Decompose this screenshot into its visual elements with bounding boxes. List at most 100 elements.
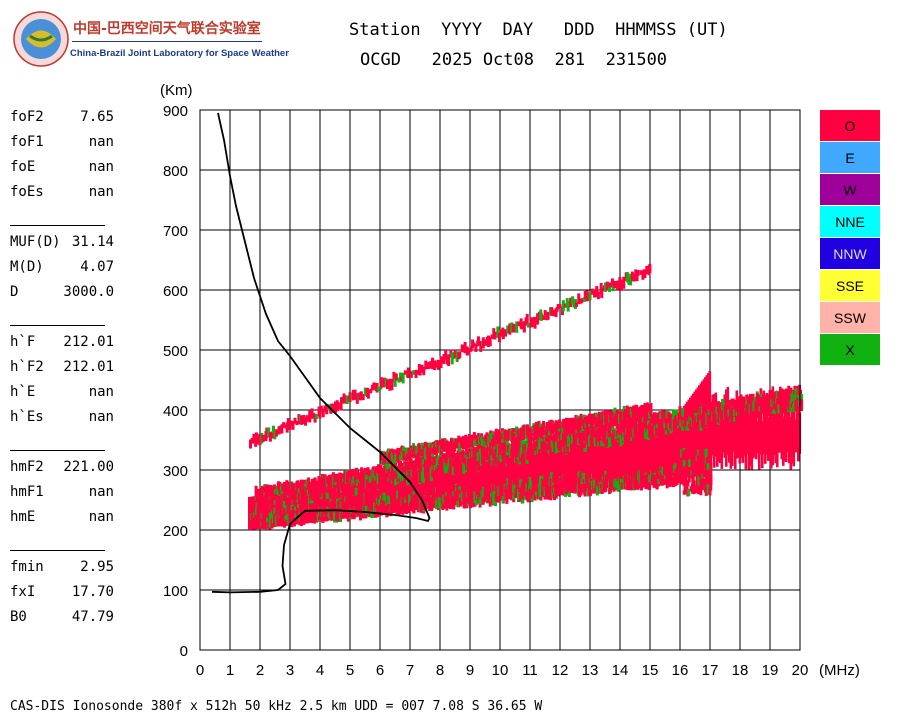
echo-point-o: [368, 499, 372, 506]
echo-point-o: [645, 474, 649, 481]
echo-point-o: [699, 457, 703, 470]
echo-point-o: [522, 321, 526, 333]
echo-point-o: [678, 411, 682, 479]
echo-point-o: [560, 473, 564, 485]
echo-point-o: [524, 452, 527, 497]
echo-point-o: [412, 465, 416, 478]
echo-point-o: [794, 419, 797, 453]
echo-point-o: [616, 283, 620, 290]
echo-point-o: [500, 493, 504, 499]
echo-point-x: [297, 487, 301, 497]
echo-point-o: [705, 467, 709, 475]
echo-point-o: [375, 476, 379, 515]
echo-point-x: [526, 437, 530, 445]
echo-point-o: [492, 450, 496, 460]
echo-point-o: [767, 417, 770, 461]
echo-point-o: [516, 454, 520, 498]
echo-point-o: [479, 460, 482, 503]
echo-point-o: [431, 357, 435, 370]
echo-point-o: [389, 496, 393, 503]
echo-point-o: [534, 441, 538, 447]
echo-point-o: [491, 458, 494, 501]
x-tick-label: 8: [436, 662, 444, 679]
echo-point-o: [580, 298, 584, 304]
echo-point-o: [410, 471, 413, 511]
echo-point-o: [517, 321, 521, 327]
echo-point-o: [353, 389, 357, 400]
echo-point-o: [303, 499, 307, 510]
echo-point-o: [788, 400, 791, 464]
echo-point-x: [394, 465, 398, 476]
echo-point-x: [284, 514, 288, 520]
echo-point-o: [474, 458, 478, 468]
param-label-hf2: h`F2: [10, 359, 44, 375]
echo-point-o: [379, 377, 383, 388]
echo-point-o: [436, 359, 440, 370]
param-label-hmf1: hmF1: [10, 484, 44, 500]
echo-point-x: [679, 421, 683, 427]
echo-point-o: [528, 489, 532, 497]
echo-point-o: [286, 491, 290, 496]
echo-point-x: [397, 471, 401, 479]
echo-point-o: [506, 444, 510, 452]
echo-point-x: [455, 351, 459, 363]
echo-point-o: [609, 439, 613, 487]
echo-point-o: [476, 489, 480, 496]
echo-point-o: [256, 434, 260, 445]
echo-point-o: [702, 469, 706, 475]
echo-point-o: [420, 505, 424, 510]
echo-point-x: [613, 477, 617, 488]
echo-point-o: [343, 472, 347, 478]
echo-point-o: [558, 447, 562, 493]
param-value-fof1: nan: [88, 134, 114, 150]
echo-point-x: [506, 478, 510, 489]
echo-point-o: [485, 443, 489, 455]
echo-point-o: [625, 428, 629, 439]
echo-point-o: [388, 468, 392, 475]
echo-point-o: [699, 449, 703, 462]
echo-point-o: [318, 479, 322, 490]
echo-point-o: [593, 441, 596, 489]
echo-point-o: [544, 449, 548, 458]
echo-point-o: [691, 470, 695, 478]
echo-point-o: [577, 440, 581, 452]
param-label-hme: hmE: [10, 509, 36, 525]
echo-point-x: [534, 450, 538, 455]
echo-point-o: [561, 446, 565, 493]
x-tick-label: 4: [316, 662, 324, 679]
echo-point-o: [481, 446, 485, 451]
echo-point-o: [735, 412, 739, 423]
echo-point-o: [545, 443, 549, 452]
echo-point-o: [709, 464, 713, 471]
echo-point-o: [563, 303, 567, 308]
echo-point-o: [611, 438, 614, 487]
echo-point-o: [621, 437, 625, 486]
echo-point-o: [603, 438, 607, 444]
echo-point-x: [496, 445, 500, 455]
echo-point-o: [770, 392, 773, 469]
echo-point-o: [255, 518, 259, 526]
echo-point-o: [433, 460, 437, 468]
echo-point-o: [479, 462, 483, 471]
echo-point-o: [786, 397, 790, 453]
echo-point-o: [590, 442, 593, 489]
echo-point-o: [263, 508, 267, 515]
echo-point-o: [584, 483, 588, 488]
y-tick-label: 900: [163, 103, 188, 120]
echo-point-o: [566, 446, 569, 492]
echo-point-o: [695, 476, 699, 483]
echo-point-o: [254, 432, 258, 444]
echo-point-o: [584, 469, 588, 482]
echo-point-o: [325, 486, 329, 493]
echo-point-o: [540, 450, 544, 495]
echo-point-o: [386, 500, 390, 508]
echo-point-o: [638, 428, 642, 433]
echo-point-o: [458, 453, 462, 458]
echo-point-o: [669, 462, 673, 472]
echo-point-o: [458, 468, 462, 473]
echo-point-o: [573, 444, 577, 491]
echo-point-o: [636, 270, 640, 276]
echo-point-o: [506, 455, 510, 467]
echo-point-x: [394, 479, 398, 486]
x-tick-label: 6: [376, 662, 384, 679]
